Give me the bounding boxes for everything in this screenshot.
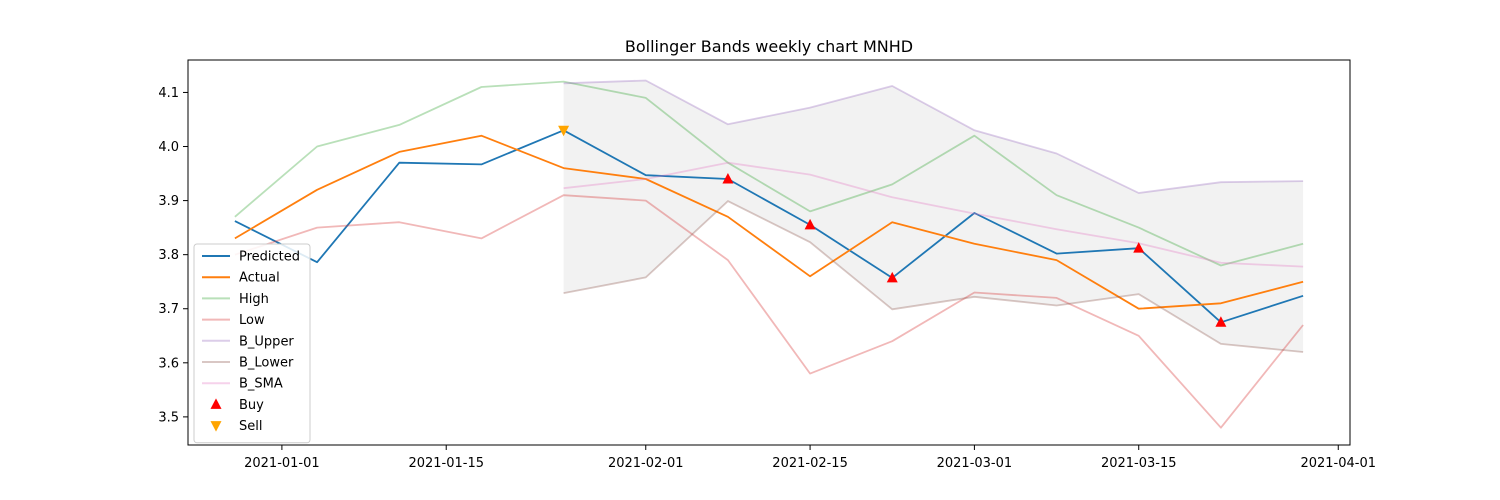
series-line-high — [234, 80, 1304, 267]
series-line-low — [234, 194, 1304, 429]
y-tick-label: 4.1 — [158, 86, 179, 101]
series-line-actual — [234, 134, 1304, 310]
legend-label-b-sma: B_SMA — [239, 377, 283, 392]
x-tick-label: 2021-03-01 — [937, 456, 1013, 471]
series-line-b-upper — [563, 79, 1304, 194]
legend-label-sell: Sell — [239, 419, 262, 434]
plot-area — [234, 79, 1304, 429]
legend-label-actual: Actual — [239, 271, 280, 286]
y-tick-label: 3.8 — [158, 248, 179, 263]
legend-label-buy: Buy — [239, 398, 264, 413]
legend-label-low: Low — [239, 313, 265, 328]
x-tick-label: 2021-04-01 — [1300, 456, 1376, 471]
y-tick-label: 4.0 — [158, 140, 179, 155]
buy-marker — [1215, 316, 1227, 327]
x-tick-label: 2021-01-01 — [244, 456, 320, 471]
axes-frame — [187, 59, 1351, 446]
buy-marker — [886, 271, 898, 283]
buy-marker — [804, 218, 816, 230]
buy-marker — [1133, 242, 1145, 253]
legend-box — [193, 243, 311, 444]
legend-label-predicted: Predicted — [239, 250, 300, 265]
series-line-b-lower — [563, 200, 1304, 353]
buy-marker — [722, 172, 734, 184]
x-tick-label: 2021-01-15 — [408, 456, 484, 471]
legend-swatch-buy — [210, 398, 222, 409]
legend-swatch-sell — [210, 421, 222, 432]
legend-label-high: High — [239, 292, 269, 307]
sell-marker — [558, 125, 570, 137]
axes: 2021-01-01 2021-01-15 2021-02-01 2021-02-15… — [158, 59, 1376, 471]
legend-label-b-upper: B_Upper — [239, 334, 294, 349]
y-tick-label: 3.9 — [158, 194, 179, 209]
bollinger-band-fill — [563, 80, 1304, 352]
series-line-b-sma — [563, 161, 1304, 268]
series-line-predicted — [234, 129, 1304, 324]
y-tick-label: 3.5 — [158, 410, 179, 425]
y-tick-label: 3.7 — [158, 302, 179, 317]
chart-title: Bollinger Bands weekly chart MNHD — [625, 37, 913, 56]
legend: Predicted Actual High Low B_Upper B_Lower B_SM… — [193, 243, 311, 444]
x-tick-label: 2021-03-15 — [1101, 456, 1177, 471]
x-tick-label: 2021-02-15 — [772, 456, 848, 471]
x-tick-label: 2021-02-01 — [608, 456, 684, 471]
y-tick-label: 3.6 — [158, 356, 179, 371]
legend-label-b-lower: B_Lower — [239, 356, 294, 371]
